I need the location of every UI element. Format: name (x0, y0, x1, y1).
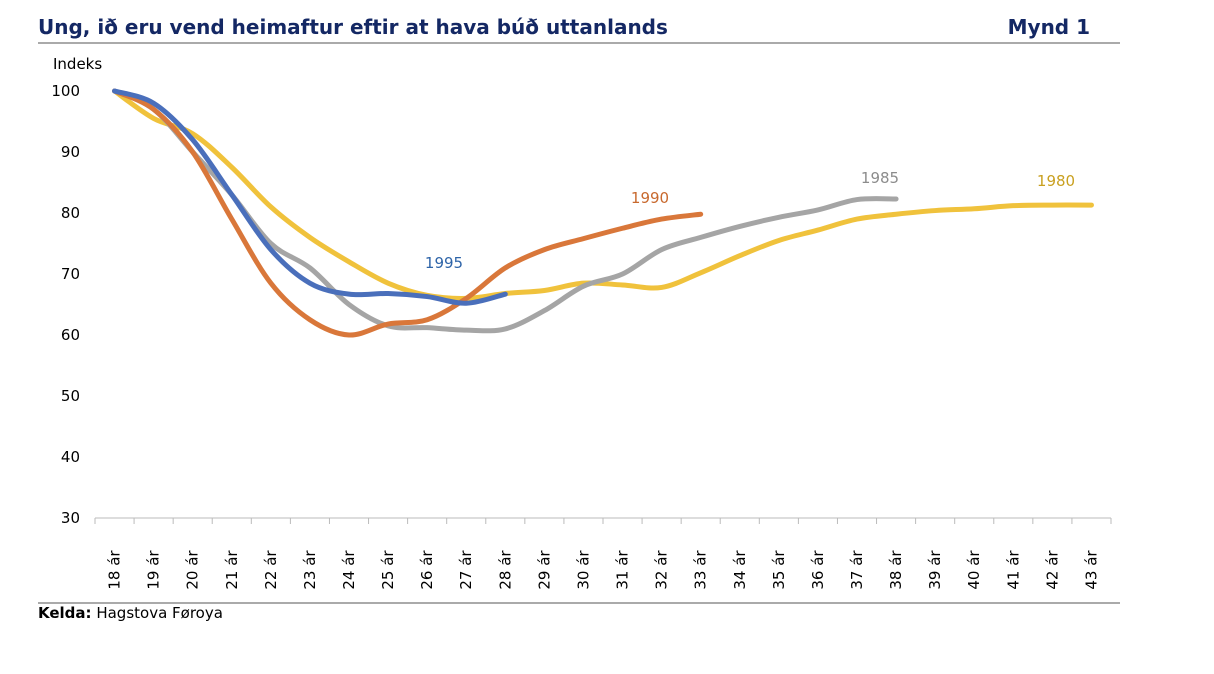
source: Kelda: Hagstova Føroya (38, 604, 223, 622)
x-tick-label: 30 ár (574, 550, 592, 590)
x-tick-label: 42 ár (1043, 550, 1061, 590)
chart-title: Ung, ið eru vend heimaftur eftir at hava… (38, 15, 668, 39)
x-tick-label: 29 ár (535, 550, 553, 590)
x-tick-label: 27 ár (457, 550, 475, 590)
x-tick-label: 40 ár (965, 550, 983, 590)
x-tick-label: 32 ár (653, 550, 671, 590)
x-tick-label: 22 ár (262, 550, 280, 590)
x-tick-label: 38 ár (887, 550, 905, 590)
x-tick-label: 35 ár (770, 550, 788, 590)
x-tick-label: 39 ár (926, 550, 944, 590)
x-tick-label: 25 ár (379, 550, 397, 590)
x-tick-label: 33 ár (692, 550, 710, 590)
figure-label: Mynd 1 (1008, 15, 1090, 39)
y-tick-label: 50 (61, 387, 80, 405)
x-tick-label: 20 ár (184, 550, 202, 590)
x-tick-label: 24 ár (340, 550, 358, 590)
series-line (112, 88, 508, 306)
x-tick-label: 34 ár (731, 550, 749, 590)
y-tick-label: 90 (61, 143, 80, 161)
x-tick-label: 19 ár (145, 550, 163, 590)
y-axis-label: Indeks (53, 55, 102, 73)
x-tick-label: 26 ár (418, 550, 436, 590)
x-tick-label: 31 ár (614, 550, 632, 590)
series-label: 1985 (861, 169, 899, 187)
x-tick-label: 41 ár (1004, 550, 1022, 590)
x-tick-label: 23 ár (301, 550, 319, 590)
x-tick-label: 21 ár (223, 550, 241, 590)
x-tick-label: 43 ár (1082, 550, 1100, 590)
y-tick-label: 40 (61, 448, 80, 466)
series-line (112, 88, 1094, 301)
source-text: Hagstova Føroya (96, 604, 223, 622)
series-label: 1995 (425, 254, 463, 272)
y-tick-label: 100 (51, 82, 80, 100)
y-tick-label: 70 (61, 265, 80, 283)
series-label: 1990 (631, 189, 669, 207)
y-tick-label: 80 (61, 204, 80, 222)
source-label: Kelda: (38, 604, 92, 622)
y-tick-label: 30 (61, 509, 80, 527)
x-tick-label: 28 ár (496, 550, 514, 590)
series-line (112, 88, 704, 338)
x-tick-label: 36 ár (809, 550, 827, 590)
y-tick-label: 60 (61, 326, 80, 344)
x-tick-label: 18 ár (106, 550, 124, 590)
x-tick-label: 37 ár (848, 550, 866, 590)
series-label: 1980 (1037, 172, 1075, 190)
